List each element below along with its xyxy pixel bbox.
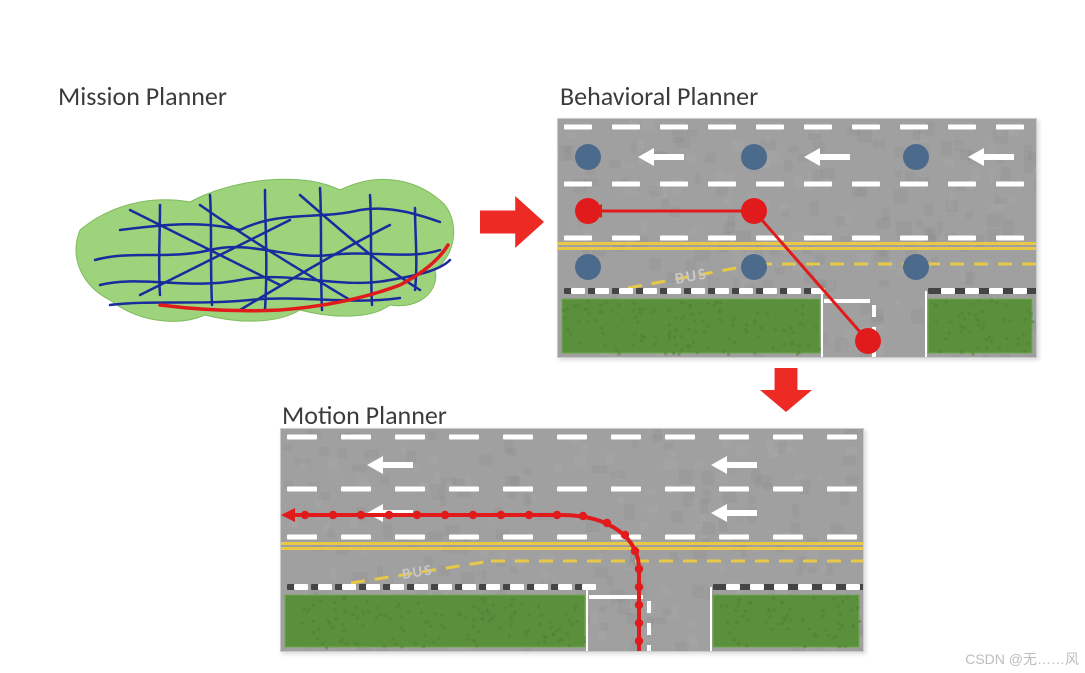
trajectory-waypoint (553, 511, 561, 519)
trajectory-waypoint (621, 531, 629, 539)
grass-area (285, 595, 585, 647)
road-network-segment (370, 195, 372, 305)
trajectory-waypoint (635, 601, 643, 609)
mission-planner-panel (40, 110, 470, 330)
motion-planner-panel: BUS (280, 428, 864, 652)
trajectory-waypoint (469, 511, 477, 519)
behavioral-planner-panel: BUS (557, 118, 1037, 358)
trajectory-waypoint (635, 619, 643, 627)
obstacle-node (575, 254, 601, 280)
trajectory-waypoint (579, 512, 587, 520)
motion-label: Motion Planner (282, 399, 447, 431)
trajectory-waypoint (413, 511, 421, 519)
watermark: CSDN @无……风 (965, 649, 1079, 669)
behavioral-label: Behavioral Planner (560, 80, 758, 112)
road-network-segment (320, 188, 322, 310)
trajectory-waypoint (385, 511, 393, 519)
flow-arrow-down (760, 368, 812, 412)
trajectory-waypoint (525, 511, 533, 519)
flow-arrow-right (480, 196, 544, 248)
trajectory-waypoint (497, 511, 505, 519)
obstacle-node (575, 144, 601, 170)
trajectory-waypoint (441, 511, 449, 519)
trajectory-waypoint (301, 511, 309, 519)
trajectory-waypoint (635, 565, 643, 573)
trajectory-waypoint (631, 547, 639, 555)
obstacle-node (741, 254, 767, 280)
mission-label: Mission Planner (58, 80, 227, 112)
trajectory-waypoint (635, 583, 643, 591)
obstacle-node (741, 144, 767, 170)
behavior-node (741, 198, 767, 224)
trajectory-waypoint (357, 511, 365, 519)
trajectory-waypoint (329, 511, 337, 519)
obstacle-node (903, 254, 929, 280)
trajectory-waypoint (603, 519, 611, 527)
behavior-node (855, 328, 881, 354)
trajectory-waypoint (635, 637, 643, 645)
behavior-node (575, 198, 601, 224)
road-network-segment (159, 205, 160, 295)
obstacle-node (903, 144, 929, 170)
